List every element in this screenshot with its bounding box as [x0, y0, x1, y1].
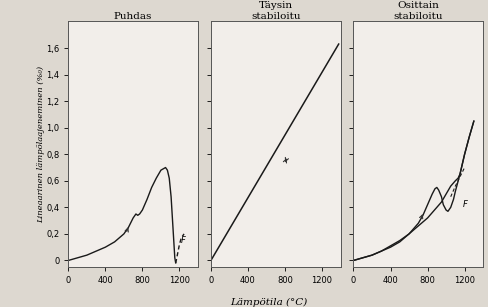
- Text: Lämpötila (°C): Lämpötila (°C): [230, 298, 307, 307]
- Title: Puhdas: Puhdas: [114, 12, 152, 21]
- Text: F: F: [181, 236, 186, 245]
- Text: F: F: [462, 200, 467, 209]
- Title: Osittain
stabiloitu: Osittain stabiloitu: [393, 1, 443, 21]
- Title: Täysin
stabiloitu: Täysin stabiloitu: [251, 1, 301, 21]
- Y-axis label: Lineaarinen lämpölaajeneminen (%₀): Lineaarinen lämpölaajeneminen (%₀): [37, 66, 45, 223]
